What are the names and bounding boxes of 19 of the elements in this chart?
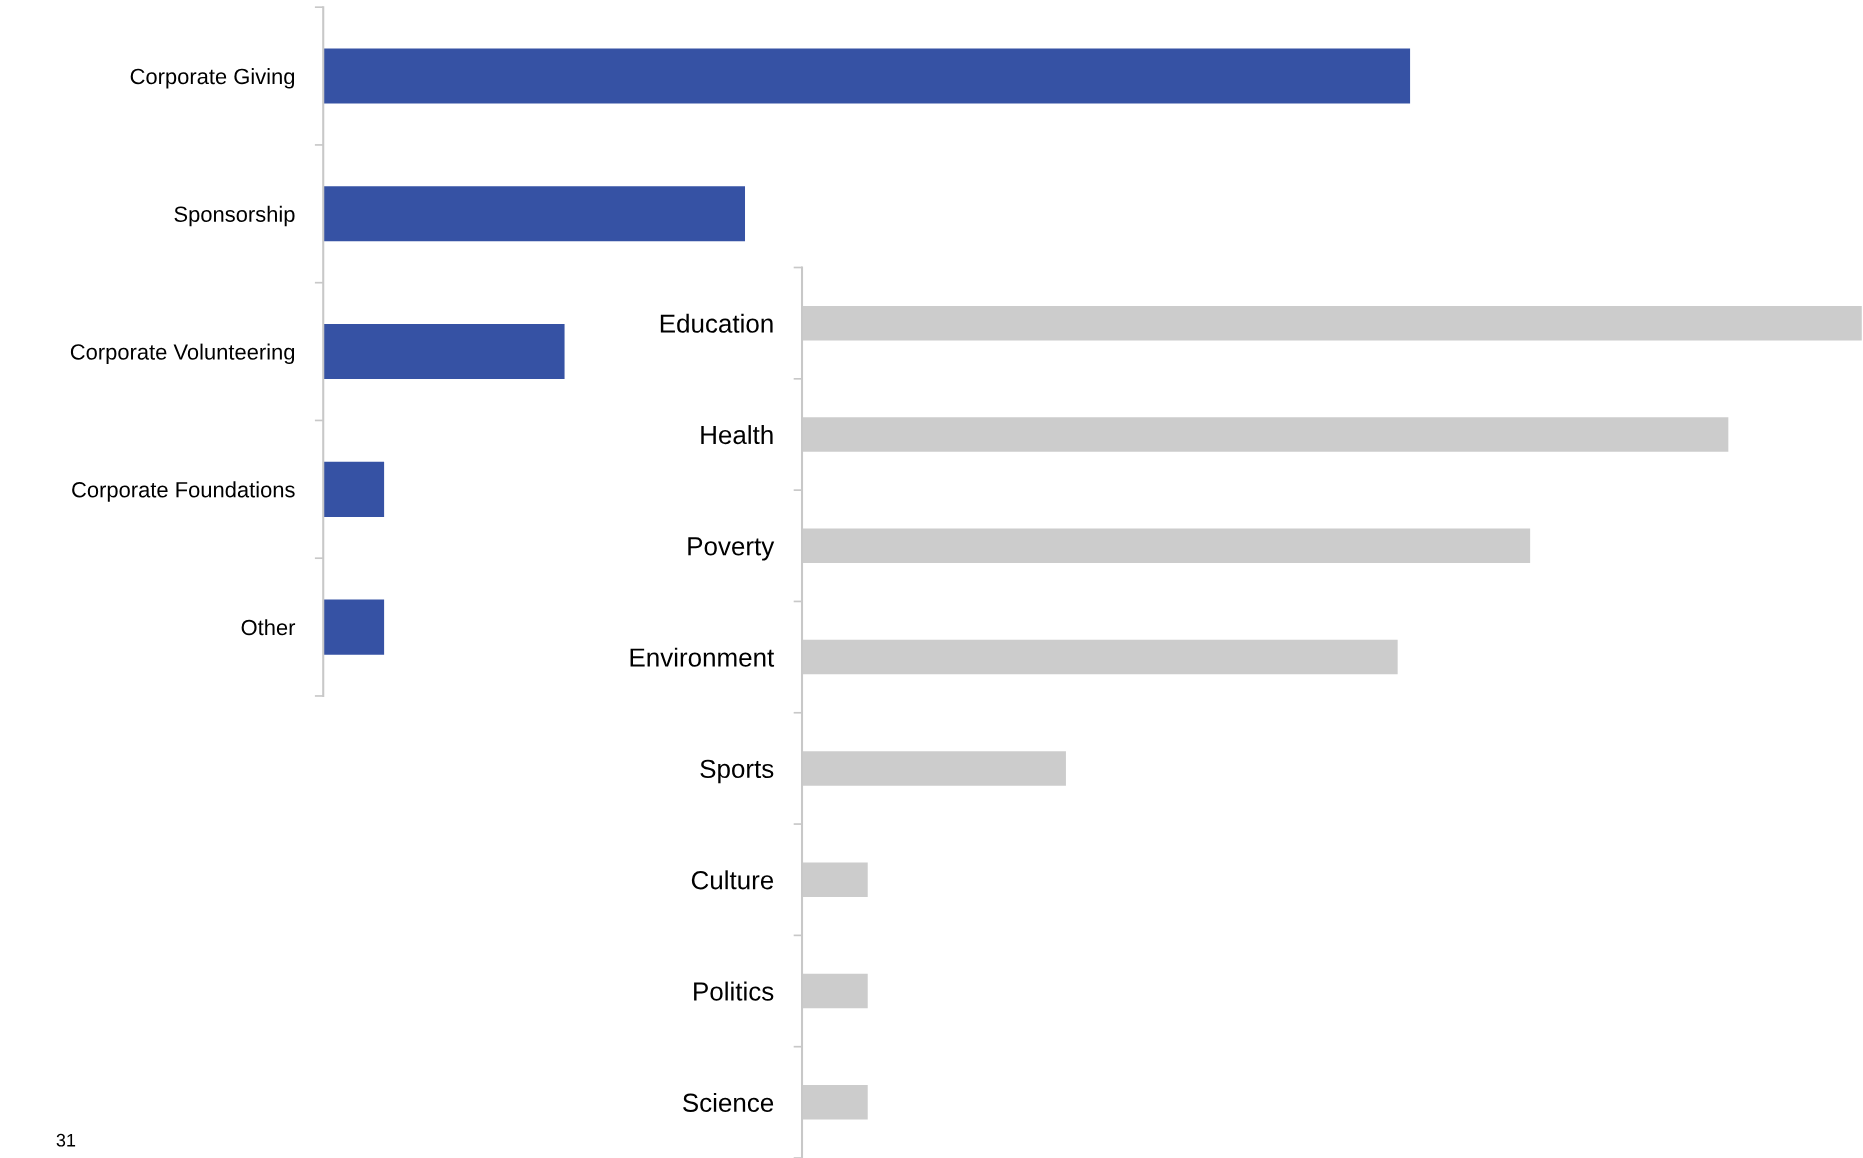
y-tick-label: Corporate Foundations	[72, 481, 295, 502]
bar	[323, 48, 1411, 104]
bar	[323, 461, 385, 517]
bar	[323, 599, 385, 655]
y-tick-label: Science	[683, 1092, 774, 1113]
text: 31	[56, 1133, 76, 1147]
y-tick-label: Environment	[630, 647, 775, 667]
y-tick-label: Politics	[694, 981, 774, 1001]
y-tick-label: Corporate Giving	[130, 68, 295, 89]
y-tick-label: Sponsorship	[174, 205, 295, 227]
y-tick-label: Corporate Volunteering	[70, 343, 295, 365]
y-tick-label: Culture	[691, 870, 774, 890]
bar	[323, 324, 565, 380]
y-tick-label: Education	[660, 313, 773, 333]
y-tick-label: Health	[701, 425, 773, 445]
bar	[323, 186, 746, 242]
y-tick-label: Sports	[700, 759, 774, 784]
y-tick-label: Poverty	[688, 537, 775, 561]
y-tick-label: Other	[241, 619, 296, 636]
